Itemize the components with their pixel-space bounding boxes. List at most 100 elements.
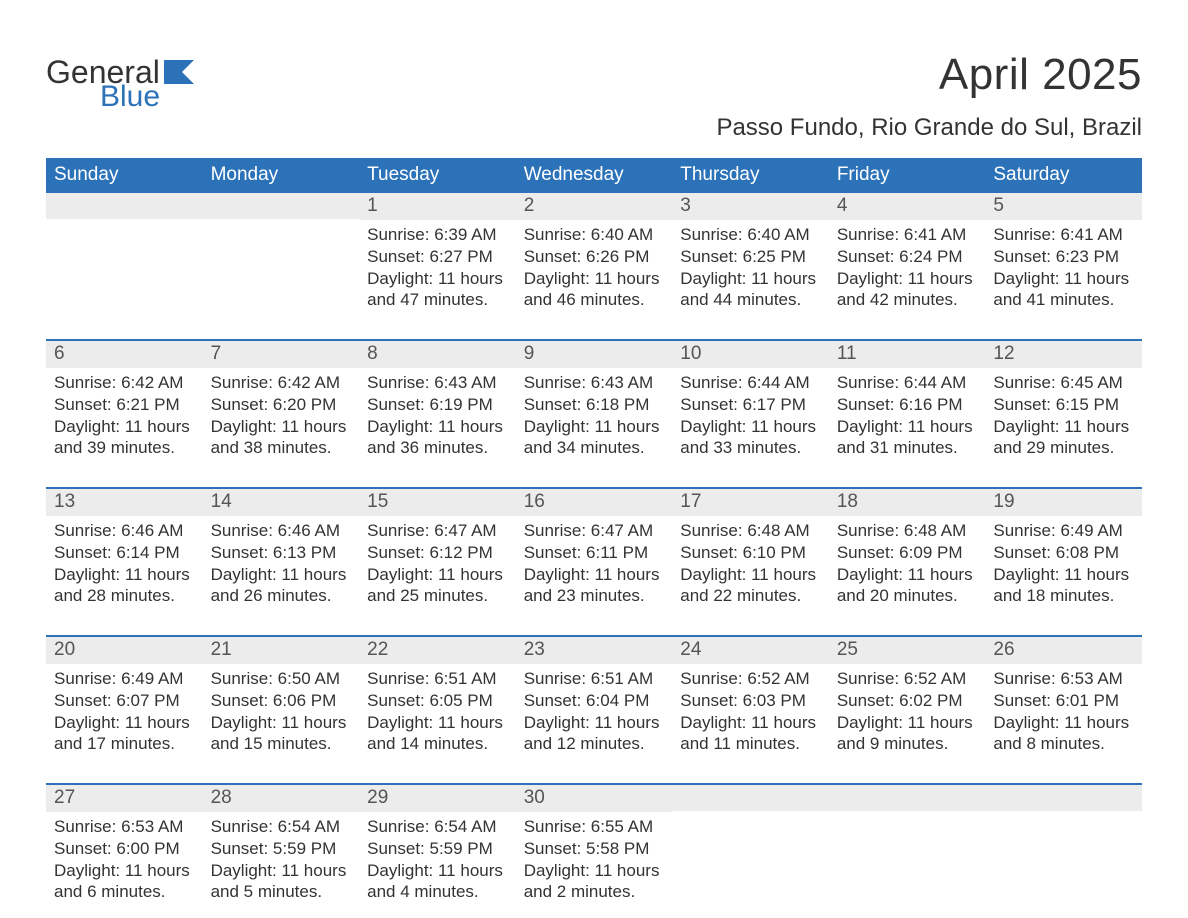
day-number: 8 [359, 341, 516, 368]
day-details: Sunrise: 6:44 AMSunset: 6:17 PMDaylight:… [672, 368, 829, 465]
day-number: 2 [516, 193, 673, 220]
day-number: 13 [46, 489, 203, 516]
day-details: Sunrise: 6:52 AMSunset: 6:02 PMDaylight:… [829, 664, 986, 761]
day-details: Sunrise: 6:53 AMSunset: 6:00 PMDaylight:… [46, 812, 203, 909]
day-details: Sunrise: 6:40 AMSunset: 6:25 PMDaylight:… [672, 220, 829, 317]
calendar-cell: 15Sunrise: 6:47 AMSunset: 6:12 PMDayligh… [359, 489, 516, 617]
day-details: Sunrise: 6:46 AMSunset: 6:13 PMDaylight:… [203, 516, 360, 613]
calendar-cell [829, 785, 986, 913]
day-details: Sunrise: 6:39 AMSunset: 6:27 PMDaylight:… [359, 220, 516, 317]
calendar-cell: 25Sunrise: 6:52 AMSunset: 6:02 PMDayligh… [829, 637, 986, 765]
day-details: Sunrise: 6:50 AMSunset: 6:06 PMDaylight:… [203, 664, 360, 761]
calendar-cell: 1Sunrise: 6:39 AMSunset: 6:27 PMDaylight… [359, 193, 516, 321]
day-details: Sunrise: 6:49 AMSunset: 6:07 PMDaylight:… [46, 664, 203, 761]
day-number: 19 [985, 489, 1142, 516]
day-details: Sunrise: 6:43 AMSunset: 6:18 PMDaylight:… [516, 368, 673, 465]
calendar-week-row: 20Sunrise: 6:49 AMSunset: 6:07 PMDayligh… [46, 637, 1142, 765]
day-number: 26 [985, 637, 1142, 664]
calendar-cell: 12Sunrise: 6:45 AMSunset: 6:15 PMDayligh… [985, 341, 1142, 469]
calendar-cell: 17Sunrise: 6:48 AMSunset: 6:10 PMDayligh… [672, 489, 829, 617]
day-details: Sunrise: 6:48 AMSunset: 6:10 PMDaylight:… [672, 516, 829, 613]
weekday-header: Tuesday [359, 158, 516, 193]
day-number: 10 [672, 341, 829, 368]
calendar-cell: 18Sunrise: 6:48 AMSunset: 6:09 PMDayligh… [829, 489, 986, 617]
day-details: Sunrise: 6:54 AMSunset: 5:59 PMDaylight:… [359, 812, 516, 909]
day-details: Sunrise: 6:54 AMSunset: 5:59 PMDaylight:… [203, 812, 360, 909]
day-number: 23 [516, 637, 673, 664]
calendar-cell: 20Sunrise: 6:49 AMSunset: 6:07 PMDayligh… [46, 637, 203, 765]
weekday-header: Thursday [672, 158, 829, 193]
calendar-week-row: 1Sunrise: 6:39 AMSunset: 6:27 PMDaylight… [46, 193, 1142, 321]
day-number: 7 [203, 341, 360, 368]
weekday-header: Wednesday [516, 158, 673, 193]
calendar-cell: 23Sunrise: 6:51 AMSunset: 6:04 PMDayligh… [516, 637, 673, 765]
day-details: Sunrise: 6:47 AMSunset: 6:12 PMDaylight:… [359, 516, 516, 613]
weekday-header: Friday [829, 158, 986, 193]
day-number: 4 [829, 193, 986, 220]
day-number: 28 [203, 785, 360, 812]
calendar-cell: 2Sunrise: 6:40 AMSunset: 6:26 PMDaylight… [516, 193, 673, 321]
day-details: Sunrise: 6:47 AMSunset: 6:11 PMDaylight:… [516, 516, 673, 613]
calendar-cell: 16Sunrise: 6:47 AMSunset: 6:11 PMDayligh… [516, 489, 673, 617]
day-number: 17 [672, 489, 829, 516]
day-number: 14 [203, 489, 360, 516]
day-details: Sunrise: 6:55 AMSunset: 5:58 PMDaylight:… [516, 812, 673, 909]
day-number: 16 [516, 489, 673, 516]
weekday-header: Saturday [985, 158, 1142, 193]
day-number: 29 [359, 785, 516, 812]
day-number: 25 [829, 637, 986, 664]
calendar-cell: 5Sunrise: 6:41 AMSunset: 6:23 PMDaylight… [985, 193, 1142, 321]
weekday-header: Sunday [46, 158, 203, 193]
day-number: 9 [516, 341, 673, 368]
calendar-cell: 27Sunrise: 6:53 AMSunset: 6:00 PMDayligh… [46, 785, 203, 913]
month-title: April 2025 [716, 50, 1142, 100]
day-details: Sunrise: 6:40 AMSunset: 6:26 PMDaylight:… [516, 220, 673, 317]
day-number: 20 [46, 637, 203, 664]
calendar-cell: 9Sunrise: 6:43 AMSunset: 6:18 PMDaylight… [516, 341, 673, 469]
calendar-cell [203, 193, 360, 321]
day-details: Sunrise: 6:52 AMSunset: 6:03 PMDaylight:… [672, 664, 829, 761]
page-header: General Blue April 2025 Passo Fundo, Rio… [46, 50, 1142, 152]
logo-blue-text: Blue [100, 82, 160, 112]
day-details: Sunrise: 6:51 AMSunset: 6:04 PMDaylight:… [516, 664, 673, 761]
calendar-cell: 8Sunrise: 6:43 AMSunset: 6:19 PMDaylight… [359, 341, 516, 469]
calendar-cell: 10Sunrise: 6:44 AMSunset: 6:17 PMDayligh… [672, 341, 829, 469]
calendar-week-row: 27Sunrise: 6:53 AMSunset: 6:00 PMDayligh… [46, 785, 1142, 913]
day-number-empty [985, 785, 1142, 811]
calendar-cell: 19Sunrise: 6:49 AMSunset: 6:08 PMDayligh… [985, 489, 1142, 617]
calendar-cell: 21Sunrise: 6:50 AMSunset: 6:06 PMDayligh… [203, 637, 360, 765]
day-number: 6 [46, 341, 203, 368]
calendar-cell: 14Sunrise: 6:46 AMSunset: 6:13 PMDayligh… [203, 489, 360, 617]
calendar-cell: 4Sunrise: 6:41 AMSunset: 6:24 PMDaylight… [829, 193, 986, 321]
calendar-table: SundayMondayTuesdayWednesdayThursdayFrid… [46, 158, 1142, 913]
calendar-cell: 24Sunrise: 6:52 AMSunset: 6:03 PMDayligh… [672, 637, 829, 765]
day-details: Sunrise: 6:44 AMSunset: 6:16 PMDaylight:… [829, 368, 986, 465]
day-details: Sunrise: 6:48 AMSunset: 6:09 PMDaylight:… [829, 516, 986, 613]
day-number: 24 [672, 637, 829, 664]
calendar-cell: 11Sunrise: 6:44 AMSunset: 6:16 PMDayligh… [829, 341, 986, 469]
logo-flag-icon [164, 60, 198, 90]
day-number: 27 [46, 785, 203, 812]
logo: General Blue [46, 50, 198, 112]
day-number-empty [829, 785, 986, 811]
day-number: 21 [203, 637, 360, 664]
calendar-week-row: 6Sunrise: 6:42 AMSunset: 6:21 PMDaylight… [46, 341, 1142, 469]
calendar-cell: 30Sunrise: 6:55 AMSunset: 5:58 PMDayligh… [516, 785, 673, 913]
day-number-empty [203, 193, 360, 219]
day-details: Sunrise: 6:45 AMSunset: 6:15 PMDaylight:… [985, 368, 1142, 465]
day-number: 18 [829, 489, 986, 516]
day-details: Sunrise: 6:53 AMSunset: 6:01 PMDaylight:… [985, 664, 1142, 761]
calendar-cell: 28Sunrise: 6:54 AMSunset: 5:59 PMDayligh… [203, 785, 360, 913]
day-number: 11 [829, 341, 986, 368]
day-details: Sunrise: 6:41 AMSunset: 6:24 PMDaylight:… [829, 220, 986, 317]
calendar-cell [672, 785, 829, 913]
day-number: 22 [359, 637, 516, 664]
calendar-cell [46, 193, 203, 321]
calendar-week-row: 13Sunrise: 6:46 AMSunset: 6:14 PMDayligh… [46, 489, 1142, 617]
day-number: 5 [985, 193, 1142, 220]
calendar-cell: 29Sunrise: 6:54 AMSunset: 5:59 PMDayligh… [359, 785, 516, 913]
calendar-cell: 6Sunrise: 6:42 AMSunset: 6:21 PMDaylight… [46, 341, 203, 469]
calendar-cell: 22Sunrise: 6:51 AMSunset: 6:05 PMDayligh… [359, 637, 516, 765]
day-number: 12 [985, 341, 1142, 368]
day-details: Sunrise: 6:41 AMSunset: 6:23 PMDaylight:… [985, 220, 1142, 317]
